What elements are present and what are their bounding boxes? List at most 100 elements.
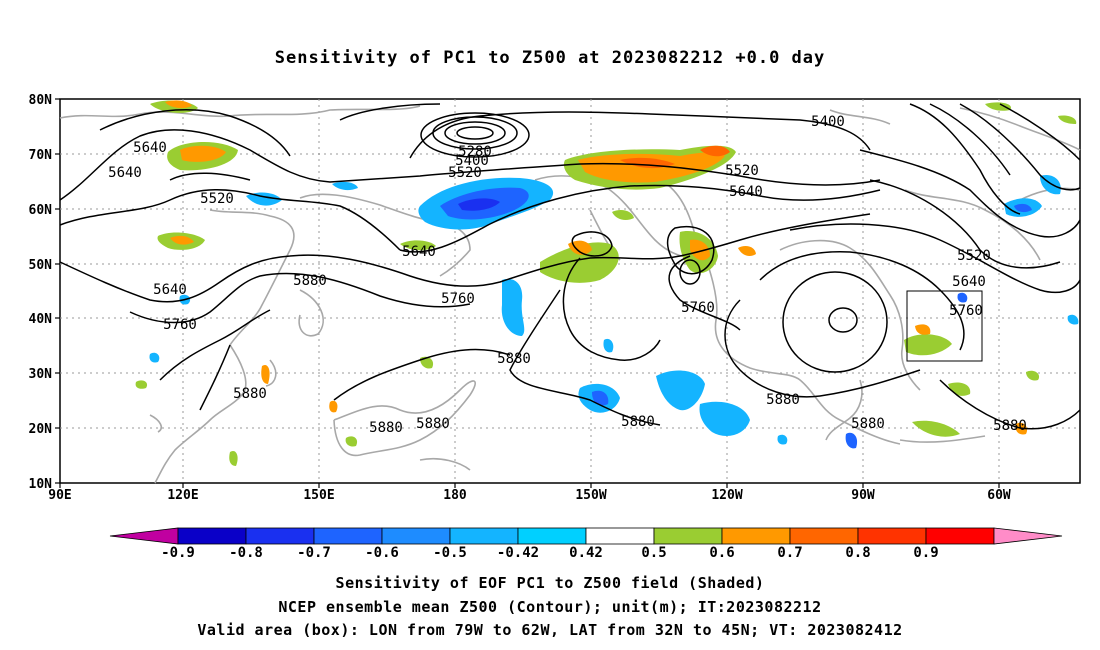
shade-positive bbox=[165, 100, 192, 109]
colorbar-triangle-left bbox=[109, 527, 179, 545]
colorbar-swatch bbox=[721, 527, 791, 545]
shade-negative bbox=[656, 370, 705, 411]
shade-positive bbox=[904, 334, 952, 356]
shade-positive bbox=[690, 239, 710, 261]
shade-positive bbox=[612, 210, 634, 220]
colorbar-swatch bbox=[925, 527, 995, 545]
shade-negative bbox=[592, 390, 609, 406]
lat-label: 20N bbox=[29, 422, 53, 437]
lat-label: 70N bbox=[29, 148, 53, 163]
shade-negative bbox=[458, 198, 500, 211]
contour-label: 5640 bbox=[108, 165, 142, 181]
shade-positive bbox=[700, 145, 730, 157]
contour-label: 5880 bbox=[233, 386, 267, 402]
lat-label: 50N bbox=[29, 258, 53, 273]
colorbar-swatch bbox=[177, 527, 247, 545]
contour-label: 5640 bbox=[153, 282, 187, 298]
shade-positive bbox=[170, 235, 194, 245]
contour-label: 5880 bbox=[766, 392, 800, 408]
colorbar-label: -0.8 bbox=[229, 545, 263, 561]
contour-label: 5640 bbox=[729, 184, 763, 200]
z500-contours bbox=[59, 103, 1081, 430]
lon-label: 180 bbox=[443, 488, 467, 503]
contour-label: 5880 bbox=[416, 416, 450, 432]
shade-positive bbox=[1058, 115, 1077, 124]
contour-label: 5520 bbox=[200, 191, 234, 207]
contour-label: 5880 bbox=[497, 351, 531, 367]
lat-label: 30N bbox=[29, 367, 53, 382]
shade-positive bbox=[261, 364, 270, 384]
shade-negative bbox=[777, 434, 788, 445]
lon-label: 150E bbox=[303, 488, 334, 503]
lat-label: 40N bbox=[29, 312, 53, 327]
shade-positive bbox=[915, 324, 931, 335]
colorbar-label: 0.5 bbox=[641, 545, 666, 561]
colorbar-triangle-right bbox=[993, 527, 1063, 545]
colorbar-label: -0.42 bbox=[497, 545, 539, 561]
colorbar-label: 0.8 bbox=[845, 545, 870, 561]
lon-label: 90E bbox=[48, 488, 71, 503]
shade-negative bbox=[603, 338, 614, 353]
contour-label: 5760 bbox=[441, 291, 475, 307]
colorbar-label: 0.9 bbox=[913, 545, 938, 561]
contour-labels: 5640564055205520540052805400552056405640… bbox=[108, 114, 1027, 436]
ticks bbox=[55, 98, 1000, 488]
colorbar-swatch bbox=[857, 527, 927, 545]
contour-label: 5400 bbox=[455, 153, 489, 169]
colorbar-label: 0.42 bbox=[569, 545, 603, 561]
shade-negative bbox=[1067, 314, 1079, 325]
shade-positive bbox=[345, 436, 358, 447]
colorbar-label: 0.7 bbox=[777, 545, 802, 561]
footer-line-3: Valid area (box): LON from 79W to 62W, L… bbox=[197, 621, 903, 639]
colorbar-swatch bbox=[381, 527, 451, 545]
shade-negative bbox=[699, 401, 750, 436]
contour-label: 5640 bbox=[402, 244, 436, 260]
contour-label: 5400 bbox=[811, 114, 845, 130]
shade-positive bbox=[180, 145, 226, 162]
colorbar-label: -0.6 bbox=[365, 545, 399, 561]
shade-negative bbox=[332, 181, 358, 191]
contour-label: 5520 bbox=[448, 165, 482, 181]
contour-label: 5880 bbox=[293, 273, 327, 289]
lon-label: 150W bbox=[575, 488, 606, 503]
shade-negative bbox=[246, 192, 282, 206]
shade-positive bbox=[400, 240, 436, 251]
colorbar-swatch bbox=[449, 527, 519, 545]
chart-title: Sensitivity of PC1 to Z500 at 2023082212… bbox=[274, 48, 826, 68]
contour-label: 5640 bbox=[952, 274, 986, 290]
plot-frame bbox=[59, 98, 1081, 484]
contour-label: 5880 bbox=[369, 420, 403, 436]
shade-positive bbox=[568, 240, 592, 255]
lat-labels: 80N 70N 60N 50N 40N 30N 20N 10N bbox=[29, 93, 53, 492]
lon-label: 120E bbox=[167, 488, 198, 503]
colorbar-label: -0.7 bbox=[297, 545, 331, 561]
shaded-sensitivity bbox=[135, 100, 1079, 466]
shade-negative bbox=[501, 278, 525, 336]
contour-label: 5760 bbox=[681, 300, 715, 316]
shade-negative bbox=[845, 432, 858, 449]
colorbar-swatch bbox=[789, 527, 859, 545]
shade-positive bbox=[540, 242, 619, 283]
contour-label: 5520 bbox=[957, 248, 991, 264]
shade-positive bbox=[135, 380, 148, 389]
contour-label: 5760 bbox=[163, 317, 197, 333]
colorbar-label: 0.6 bbox=[709, 545, 734, 561]
contour-label: 5760 bbox=[949, 303, 983, 319]
contour-label: 5880 bbox=[851, 416, 885, 432]
shade-negative bbox=[957, 292, 968, 303]
coastlines bbox=[59, 105, 1081, 484]
colorbar-label: -0.9 bbox=[161, 545, 195, 561]
shade-positive bbox=[912, 420, 960, 437]
colorbar-swatch bbox=[245, 527, 315, 545]
colorbar-swatch bbox=[313, 527, 383, 545]
shade-positive bbox=[948, 382, 971, 396]
lon-labels: 90E 120E 150E 180 150W 120W 90W 60W bbox=[48, 488, 1011, 503]
shade-negative bbox=[1014, 203, 1032, 213]
colorbar-swatch bbox=[585, 527, 655, 545]
colorbar-swatch bbox=[653, 527, 723, 545]
shade-positive bbox=[229, 450, 238, 466]
shade-positive bbox=[985, 102, 1011, 111]
lat-label: 10N bbox=[29, 477, 53, 492]
contour-label: 5640 bbox=[133, 140, 167, 156]
contour-label: 5280 bbox=[458, 144, 492, 160]
